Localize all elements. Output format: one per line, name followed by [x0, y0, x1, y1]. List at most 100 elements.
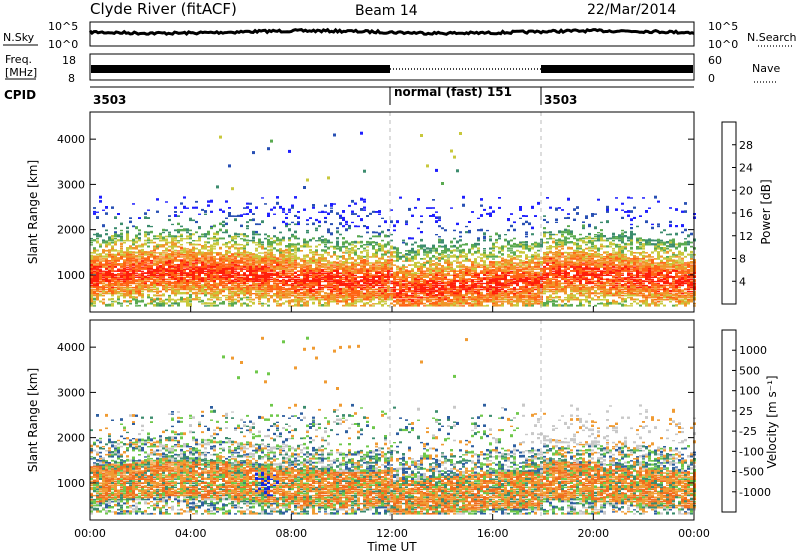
heatmap-cell [339, 274, 342, 276]
heatmap-cell [162, 236, 165, 240]
heatmap-cell [324, 270, 327, 272]
heatmap-cell [348, 287, 351, 291]
heatmap-cell [237, 286, 240, 289]
heatmap-cell [99, 288, 102, 291]
heatmap-cell [210, 244, 213, 248]
heatmap-cell [339, 300, 342, 303]
heatmap-cell [186, 291, 189, 295]
heatmap-cell [360, 299, 363, 303]
heatmap-cell [558, 207, 561, 209]
heatmap-cell [429, 257, 432, 260]
heatmap-cell [336, 269, 339, 272]
heatmap-cell [381, 294, 384, 297]
heatmap-cell [498, 264, 501, 266]
heatmap-cell [291, 299, 294, 301]
heatmap-cell [315, 292, 318, 295]
heatmap-cell [105, 253, 108, 256]
heatmap-cell [222, 264, 225, 266]
heatmap-cell [318, 259, 321, 262]
heatmap-cell [546, 300, 549, 303]
heatmap-cell [195, 231, 198, 234]
heatmap-cell [237, 253, 240, 256]
heatmap-cell [552, 272, 555, 274]
heatmap-cell [210, 237, 213, 240]
heatmap-cell [210, 263, 213, 266]
heatmap-cell [462, 259, 465, 262]
heatmap-cell [510, 278, 513, 281]
heatmap-cell [294, 249, 297, 252]
heatmap-cell [555, 255, 558, 258]
heatmap-cell [363, 255, 366, 258]
heatmap-cell [450, 261, 453, 264]
heatmap-cell [483, 250, 486, 252]
heatmap-cell [318, 304, 321, 307]
heatmap-cell [267, 300, 270, 303]
heatmap-cell [435, 216, 438, 219]
heatmap-cell [456, 270, 459, 272]
heatmap-cell [249, 269, 252, 272]
heatmap-cell [291, 245, 294, 248]
heatmap-cell [279, 287, 282, 291]
heatmap-cell [492, 291, 495, 295]
heatmap-cell [249, 301, 252, 303]
heatmap-cell [510, 213, 513, 215]
heatmap-cell [330, 292, 333, 295]
heatmap-cell [111, 282, 114, 285]
heatmap-cell [111, 263, 114, 266]
heatmap-cell [330, 209, 333, 213]
heatmap-cell [126, 285, 129, 289]
heatmap-cell [120, 283, 123, 287]
heatmap-cell [444, 276, 447, 278]
heatmap-cell [234, 253, 237, 256]
heatmap-cell [336, 298, 339, 301]
heatmap-cell [372, 305, 375, 307]
heatmap-cell [144, 267, 147, 270]
heatmap-cell [552, 285, 555, 289]
heatmap-cell [222, 258, 225, 262]
heatmap-cell [375, 211, 378, 213]
heatmap-cell [90, 277, 93, 281]
heatmap-cell [228, 247, 231, 250]
cpid-segment-3: 3503 [544, 93, 577, 107]
heatmap-cell [132, 279, 135, 283]
heatmap-cell [279, 260, 282, 262]
heatmap-cell [579, 302, 582, 305]
heatmap-cell [162, 293, 165, 297]
heatmap-cell [375, 288, 378, 291]
heatmap-cell [369, 304, 372, 307]
heatmap-cell [246, 303, 249, 305]
heatmap-cell [267, 304, 270, 307]
heatmap-cell [354, 259, 357, 262]
heatmap-cell [228, 259, 231, 262]
heatmap-cell [477, 296, 480, 299]
heatmap-cell [246, 284, 249, 287]
heatmap-cell [312, 268, 315, 272]
heatmap-cell [591, 280, 594, 283]
heatmap-cell [204, 288, 207, 291]
heatmap-cell [498, 277, 501, 281]
heatmap-cell [504, 296, 507, 299]
heatmap-cell [543, 281, 546, 285]
heatmap-cell [516, 288, 519, 291]
heatmap-cell [255, 223, 258, 226]
heatmap-cell [567, 272, 570, 274]
heatmap-cell [471, 265, 474, 268]
heatmap-cell [228, 290, 231, 293]
heatmap-cell [561, 239, 564, 242]
heatmap-cell [312, 275, 315, 279]
heatmap-cell [351, 289, 354, 293]
heatmap-cell [192, 285, 195, 289]
heatmap-cell [99, 253, 102, 256]
heatmap-cell [537, 261, 540, 264]
heatmap-cell [510, 270, 513, 272]
heatmap-cell [594, 304, 597, 307]
heatmap-cell [531, 261, 534, 264]
heatmap-cell [159, 283, 162, 287]
heatmap-cell [201, 208, 204, 211]
heatmap-cell [369, 298, 372, 301]
heatmap-cell [561, 262, 564, 264]
heatmap-cell [396, 295, 399, 299]
heatmap-cell [582, 304, 585, 307]
heatmap-cell [489, 206, 492, 209]
heatmap-cell [345, 301, 348, 305]
